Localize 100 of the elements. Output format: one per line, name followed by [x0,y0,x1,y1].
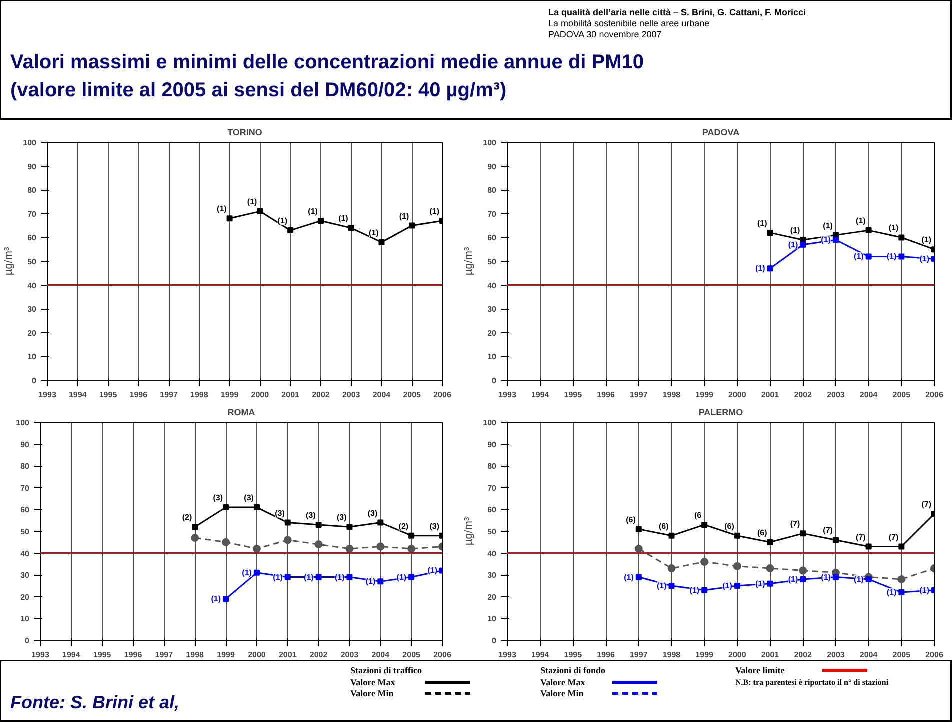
annotation: (1) [722,582,733,590]
x-tick-label: 2004 [372,390,392,400]
x-tick-label: 1996 [597,390,616,400]
y-tick-label: 90 [28,162,38,172]
x-tick-label: 1997 [630,650,648,660]
point [346,574,353,580]
x-tick-label: 1996 [124,650,143,660]
x-tick-label: 2000 [248,650,266,660]
y-tick-label: 10 [488,614,498,624]
annotation: (7) [856,532,866,542]
annotation: (6) [658,522,670,531]
annotation: (6) [724,522,735,531]
text: PADOVA 30 novembre 2007 [548,30,662,40]
y-tick-label: 90 [488,162,498,172]
y-tick-label: 40 [28,281,38,290]
x-tick-label: 1995 [99,390,118,400]
x-tick-label: 2006 [434,650,452,660]
annotation: (1) [755,579,766,588]
annotation: (1) [823,221,834,230]
annotation: (6) [626,515,636,524]
annotation: (6) [757,528,768,538]
point [376,542,385,551]
x-tick-label: 2002 [310,650,328,660]
annotation: (3) [368,508,378,518]
y-axis-title: µg/m³ [3,246,16,276]
text: Stazioni di traffico [350,666,422,676]
x-tick-label: 2000 [251,390,270,400]
point [316,574,322,580]
text: Valore Max [350,678,396,688]
annotation: (1) [278,216,288,226]
annotation: (7) [922,500,932,510]
annotation: (7) [823,526,834,536]
point [832,574,839,580]
annotation: (7) [790,520,800,529]
y-tick-label: 90 [488,440,498,450]
x-tick-label: 1995 [564,390,583,400]
annotation: (1) [211,594,222,604]
x-tick-label: 1998 [190,390,209,400]
annotation: (1) [247,198,258,207]
point [866,254,872,260]
y-tick-label: 20 [488,592,498,602]
y-tick-label: 50 [20,528,30,536]
y-tick-label: 40 [20,549,30,558]
annotation: (3) [336,513,348,522]
y-tick-label: 60 [488,506,498,515]
point [226,216,233,222]
annotation: (1) [690,586,700,595]
point [898,234,905,241]
annotation: (1) [821,572,832,582]
x-tick-label: 2004 [860,650,878,660]
text: Valori massimi e minimi delle concentrazioni medie annue di PM10 (valore limite al 2005 ai sensi del DM60/02: 40 µg/m³) [10,52,644,102]
x-tick-label: 1998 [662,390,682,400]
x-tick-label: 2003 [827,650,846,660]
annotation: (1) [242,568,252,578]
point [866,544,872,550]
x-tick-label: 1994 [68,390,88,400]
y-tick-label: 60 [20,506,30,515]
x-tick-label: 1994 [531,390,550,400]
x-tick-label: 1997 [155,650,174,660]
annotation: (1) [856,216,866,226]
annotation: (2) [182,513,192,522]
annotation: (1) [308,207,318,216]
x-tick-label: 1994 [531,650,550,660]
y-tick-label: 10 [20,614,30,624]
y-tick-label: 60 [28,234,38,243]
y-tick-label: 100 [23,138,38,148]
x-tick-label: 1996 [597,650,616,660]
annotation: (1) [790,226,800,236]
text: Valore limite [736,666,785,676]
annotation: (1) [886,252,897,262]
x-tick-label: 2003 [342,390,361,400]
x-tick-label: 2005 [892,650,912,660]
x-tick-label: 1999 [217,650,236,660]
annotation: (1) [366,577,376,586]
y-tick-label: 40 [488,549,498,558]
point [378,578,384,585]
chart-title: TORINO [228,128,262,138]
point [409,222,416,229]
x-tick-label: 1999 [696,390,714,400]
x-tick-label: 2001 [282,390,300,400]
y-tick-label: 70 [28,210,38,219]
x-tick-label: 2002 [312,390,330,400]
annotation: (1) [334,572,346,582]
x-tick-label: 2002 [794,390,813,400]
annotation: (1) [368,228,380,238]
point [636,526,642,532]
chart-title: PALERMO [698,408,744,418]
annotation: (1) [396,572,407,582]
y-tick-label: 100 [483,138,498,148]
point [252,544,261,553]
point [222,538,230,546]
point [668,564,676,573]
annotation: (1) [788,240,798,250]
y-tick-label: 30 [20,571,30,580]
text: Valore Min [540,688,584,698]
point [257,208,264,215]
annotation: (1) [755,264,766,274]
annotation: (1) [656,582,668,590]
chart-title: PADOVA [702,128,740,138]
y-axis-title: µg/m³ [463,516,476,546]
